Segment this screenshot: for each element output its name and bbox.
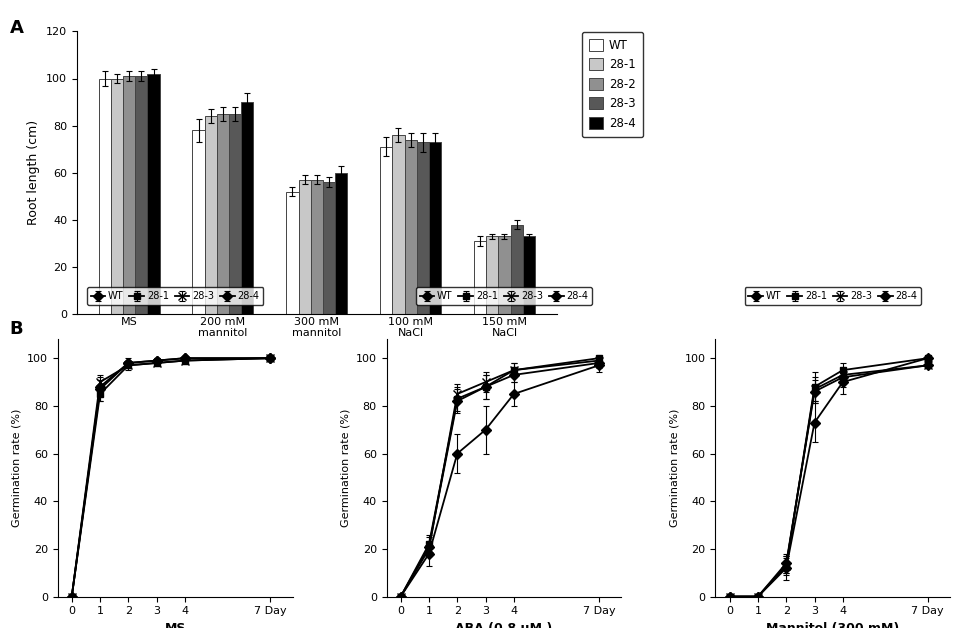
Bar bbox=[229, 114, 241, 314]
Bar bbox=[286, 192, 299, 314]
X-axis label: Mannitol (300 mM): Mannitol (300 mM) bbox=[766, 622, 900, 628]
Bar bbox=[429, 142, 442, 314]
Bar bbox=[404, 140, 417, 314]
Legend: WT, 28-1, 28-3, 28-4: WT, 28-1, 28-3, 28-4 bbox=[86, 288, 263, 305]
Text: A: A bbox=[10, 19, 23, 37]
Bar bbox=[99, 78, 110, 314]
Bar bbox=[486, 236, 498, 314]
Y-axis label: Germination rate (%): Germination rate (%) bbox=[12, 409, 21, 527]
Bar bbox=[148, 73, 159, 314]
Y-axis label: Root length (cm): Root length (cm) bbox=[28, 120, 40, 225]
Bar bbox=[299, 180, 311, 314]
Bar bbox=[498, 236, 511, 314]
X-axis label: ABA (0.8 μM ): ABA (0.8 μM ) bbox=[455, 622, 553, 628]
Bar bbox=[204, 116, 217, 314]
Y-axis label: Germination rate (%): Germination rate (%) bbox=[340, 409, 350, 527]
Bar bbox=[135, 76, 148, 314]
Legend: WT, 28-1, 28-2, 28-3, 28-4: WT, 28-1, 28-2, 28-3, 28-4 bbox=[582, 31, 643, 137]
Bar bbox=[217, 114, 229, 314]
Bar bbox=[393, 135, 404, 314]
Bar bbox=[335, 173, 348, 314]
Bar bbox=[110, 78, 123, 314]
Y-axis label: Germination rate (%): Germination rate (%) bbox=[669, 409, 679, 527]
Bar bbox=[417, 142, 429, 314]
Bar bbox=[474, 241, 486, 314]
Bar bbox=[192, 131, 204, 314]
Bar bbox=[241, 102, 253, 314]
Legend: WT, 28-1, 28-3, 28-4: WT, 28-1, 28-3, 28-4 bbox=[416, 288, 592, 305]
Legend: WT, 28-1, 28-3, 28-4: WT, 28-1, 28-3, 28-4 bbox=[745, 288, 922, 305]
X-axis label: MS: MS bbox=[164, 622, 186, 628]
Bar bbox=[511, 224, 523, 314]
Bar bbox=[311, 180, 323, 314]
Bar bbox=[380, 147, 393, 314]
Bar bbox=[523, 236, 535, 314]
Text: B: B bbox=[10, 320, 23, 338]
Bar bbox=[123, 76, 135, 314]
Bar bbox=[323, 182, 335, 314]
